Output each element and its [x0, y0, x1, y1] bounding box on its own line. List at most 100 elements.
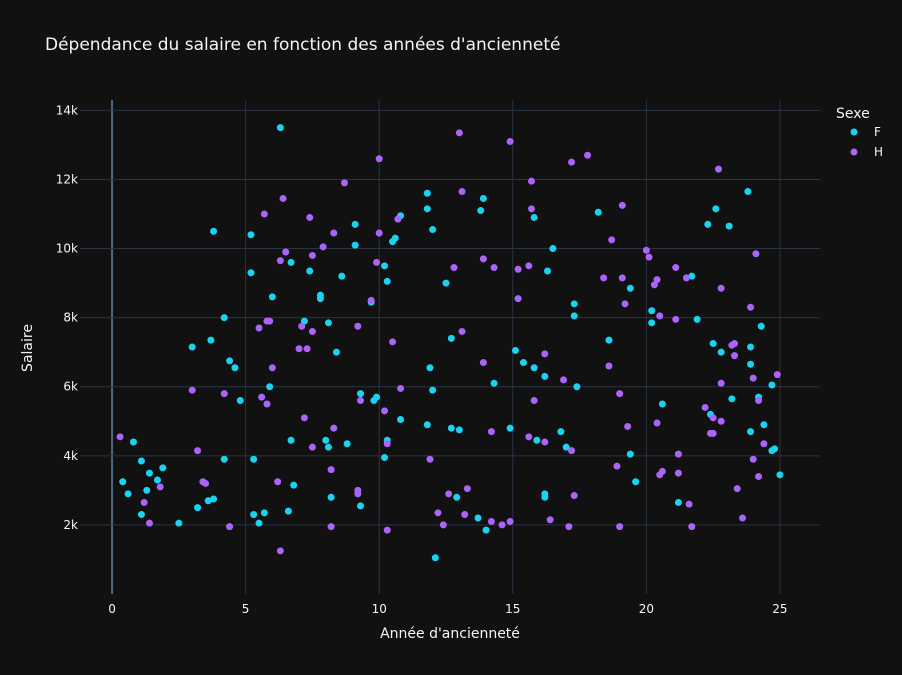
data-point: [276, 124, 284, 132]
data-point: [394, 215, 402, 223]
data-point: [557, 428, 565, 436]
data-point: [613, 462, 621, 470]
y-tick-label: 8k: [63, 311, 78, 325]
data-point: [119, 478, 127, 486]
legend-items: FH: [850, 125, 884, 159]
data-point: [682, 274, 690, 282]
data-point: [573, 383, 581, 391]
data-point: [506, 137, 514, 145]
legend-item-F[interactable]: F: [850, 125, 882, 139]
data-point: [306, 267, 314, 275]
data-point: [519, 359, 527, 367]
data-point: [231, 364, 239, 372]
data-point: [642, 246, 650, 254]
data-point: [768, 381, 776, 389]
data-point: [442, 279, 450, 287]
data-point: [525, 262, 533, 270]
data-point: [327, 466, 335, 474]
data-point: [653, 419, 661, 427]
data-point: [175, 519, 183, 527]
legend-label: H: [874, 145, 883, 159]
data-point: [773, 371, 781, 379]
data-point: [658, 400, 666, 408]
data-point: [124, 490, 132, 498]
data-point: [343, 440, 351, 448]
data-point: [260, 210, 268, 218]
data-point: [354, 490, 362, 498]
data-point: [506, 424, 514, 432]
data-point: [324, 443, 332, 451]
data-point: [648, 319, 656, 327]
data-point: [156, 483, 164, 491]
data-point: [226, 523, 234, 531]
data-point: [220, 455, 228, 463]
data-point: [226, 357, 234, 365]
data-point: [429, 386, 437, 394]
data-point: [137, 511, 145, 519]
data-point: [672, 315, 680, 323]
data-point: [656, 312, 664, 320]
x-tick-label: 25: [772, 602, 787, 616]
data-point: [327, 523, 335, 531]
legend-item-H[interactable]: H: [850, 145, 884, 159]
data-point: [568, 158, 576, 166]
data-point: [717, 417, 725, 425]
data-point: [303, 345, 311, 353]
data-points: [116, 124, 784, 562]
data-point: [276, 547, 284, 555]
data-point: [447, 334, 455, 342]
data-point: [202, 479, 210, 487]
data-point: [498, 521, 506, 529]
data-point: [322, 436, 330, 444]
data-point: [381, 407, 389, 415]
data-point: [458, 327, 466, 335]
data-point: [658, 467, 666, 475]
data-point: [145, 519, 153, 527]
data-point: [290, 481, 298, 489]
data-point: [153, 476, 161, 484]
data-point: [549, 245, 557, 253]
data-point: [357, 502, 365, 510]
data-point: [439, 521, 447, 529]
data-point: [116, 433, 124, 441]
data-point: [137, 457, 145, 465]
data-point: [760, 421, 768, 429]
data-point: [562, 443, 570, 451]
data-point: [287, 258, 295, 266]
data-point: [674, 469, 682, 477]
data-point: [752, 250, 760, 258]
data-point: [624, 422, 632, 430]
data-point: [733, 485, 741, 493]
data-point: [397, 384, 405, 392]
data-point: [455, 129, 463, 137]
data-point: [747, 428, 755, 436]
data-point: [541, 372, 549, 380]
data-point: [274, 478, 282, 486]
data-point: [266, 383, 274, 391]
series-F: [119, 124, 784, 562]
data-point: [632, 478, 640, 486]
data-point: [308, 327, 316, 335]
data-point: [373, 258, 381, 266]
x-tick-label: 5: [242, 602, 250, 616]
data-point: [490, 379, 498, 387]
data-point: [570, 312, 578, 320]
data-point: [319, 243, 327, 251]
data-point: [709, 340, 717, 348]
data-point: [255, 519, 263, 527]
data-point: [618, 274, 626, 282]
data-point: [188, 343, 196, 351]
data-point: [474, 514, 482, 522]
data-point: [731, 340, 739, 348]
data-point: [618, 201, 626, 209]
data-point: [776, 471, 784, 479]
data-point: [760, 440, 768, 448]
data-point: [747, 303, 755, 311]
data-point: [771, 445, 779, 453]
data-point: [247, 269, 255, 277]
data-point: [616, 390, 624, 398]
data-point: [255, 324, 263, 332]
data-point: [357, 397, 365, 405]
data-point: [621, 300, 629, 308]
legend: Sexe FH: [836, 106, 883, 159]
